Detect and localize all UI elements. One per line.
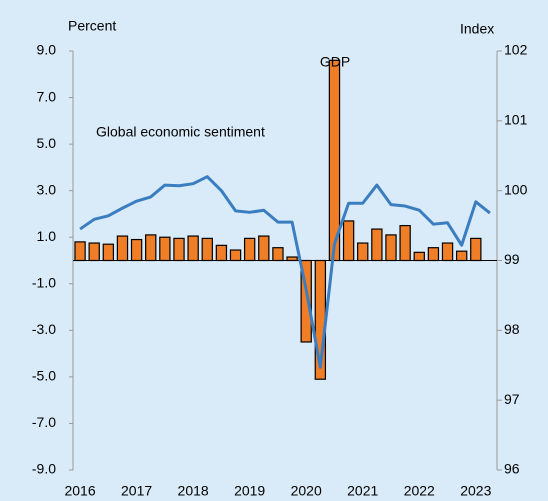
x-tick-label: 2022 bbox=[404, 483, 435, 499]
y2-tick-label: 100 bbox=[504, 181, 528, 197]
y2-tick-label: 101 bbox=[504, 112, 528, 128]
bar bbox=[229, 249, 242, 262]
annotation: GDP bbox=[320, 54, 350, 70]
y2-tick-label: 98 bbox=[504, 321, 520, 337]
line bbox=[79, 175, 491, 369]
bar bbox=[455, 250, 468, 262]
annotation: Global economic sentiment bbox=[96, 124, 265, 140]
bar bbox=[201, 237, 213, 262]
y-axis-label: Percent bbox=[68, 18, 116, 34]
bar bbox=[215, 244, 228, 262]
bar bbox=[130, 238, 143, 262]
bar bbox=[272, 247, 284, 262]
y2-tick-label: 96 bbox=[504, 461, 520, 477]
bar bbox=[413, 251, 425, 262]
bar bbox=[243, 237, 256, 262]
bar bbox=[159, 236, 171, 262]
y2-tick-label: 99 bbox=[504, 251, 520, 267]
bar bbox=[187, 235, 199, 262]
bar bbox=[399, 224, 411, 262]
y-tick-label: 7.0 bbox=[37, 88, 57, 104]
y-tick-label: -3.0 bbox=[32, 321, 56, 337]
bar bbox=[258, 235, 270, 262]
y-tick-label: 5.0 bbox=[37, 135, 57, 151]
x-tick-label: 2016 bbox=[64, 483, 95, 499]
bar bbox=[357, 242, 369, 262]
bar bbox=[74, 241, 86, 262]
bar bbox=[441, 242, 454, 262]
bar bbox=[116, 235, 129, 262]
x-tick-label: 2020 bbox=[291, 483, 322, 499]
y2-tick-label: 102 bbox=[504, 42, 528, 58]
y-tick-label: 1.0 bbox=[37, 228, 57, 244]
bar bbox=[342, 220, 355, 262]
y-tick-label: -1.0 bbox=[32, 274, 56, 290]
y-tick-label: -9.0 bbox=[32, 461, 56, 477]
bar bbox=[173, 237, 185, 262]
y-tick-label: -5.0 bbox=[32, 368, 56, 384]
y2-axis-label: Index bbox=[460, 21, 494, 37]
y-tick-label: 9.0 bbox=[37, 42, 57, 58]
bar bbox=[102, 243, 115, 262]
bar bbox=[470, 237, 482, 262]
bar bbox=[427, 247, 440, 262]
x-tick-label: 2021 bbox=[347, 483, 378, 499]
bar bbox=[385, 234, 397, 262]
y-tick-label: -7.0 bbox=[32, 414, 56, 430]
bar bbox=[145, 234, 157, 262]
x-tick-label: 2017 bbox=[121, 483, 152, 499]
x-tick-label: 2019 bbox=[234, 483, 265, 499]
bar bbox=[286, 256, 298, 262]
y-tick-label: 3.0 bbox=[37, 181, 57, 197]
y2-tick-label: 97 bbox=[504, 391, 520, 407]
bar bbox=[88, 242, 100, 262]
x-tick-label: 2023 bbox=[460, 483, 491, 499]
x-tick-label: 2018 bbox=[178, 483, 209, 499]
bar bbox=[371, 228, 383, 262]
